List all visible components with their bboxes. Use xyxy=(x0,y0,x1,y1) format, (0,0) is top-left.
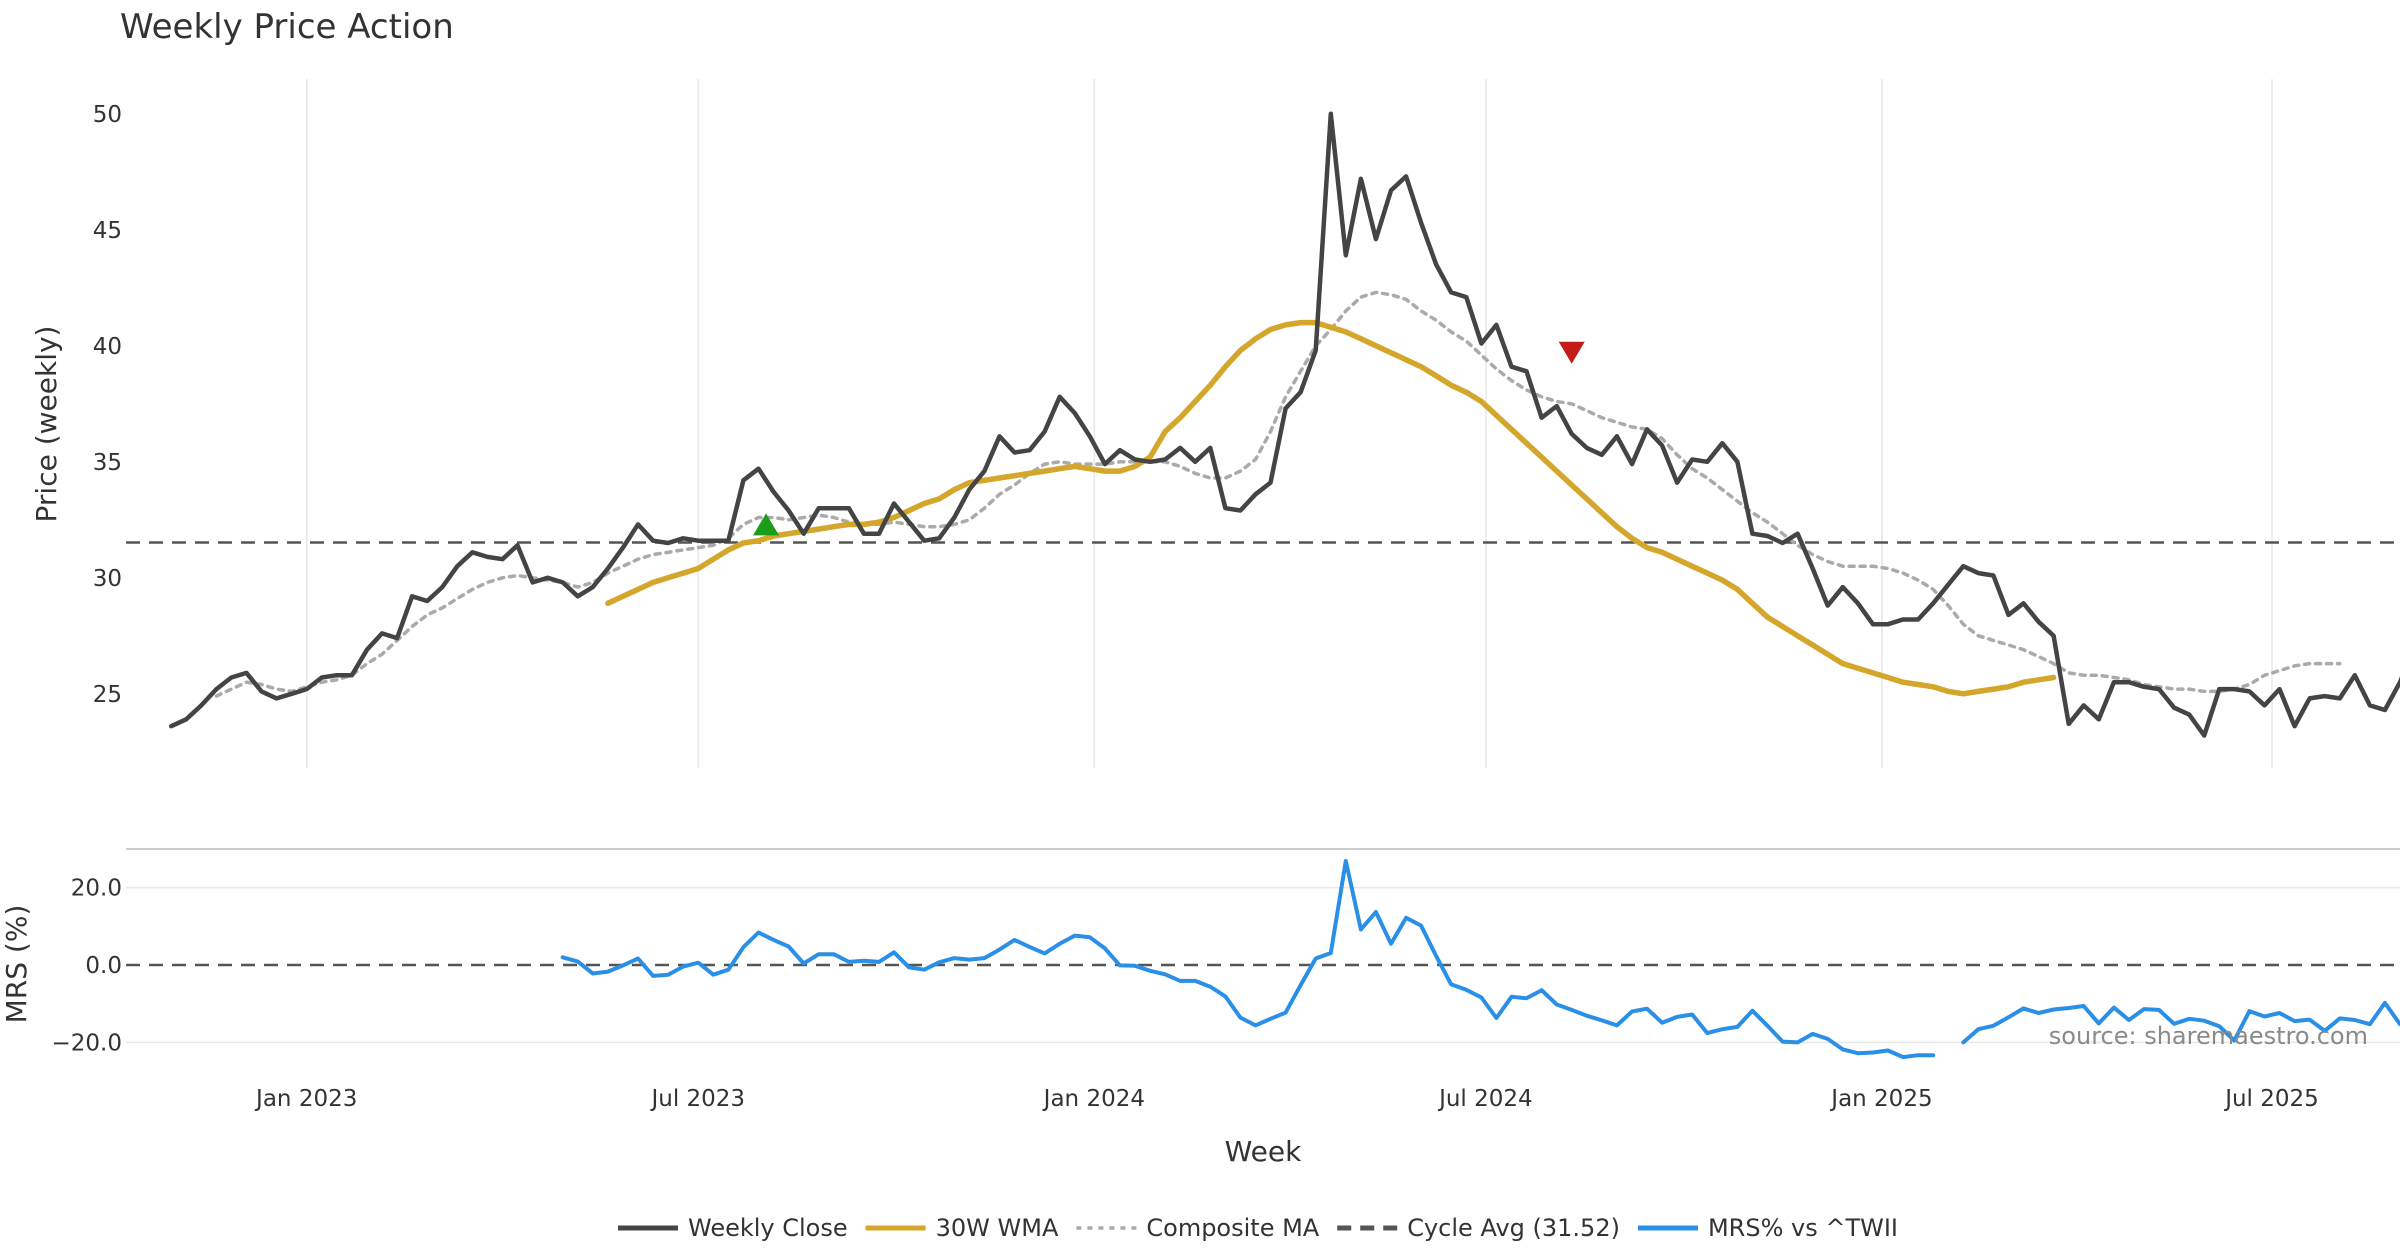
x-tick-label: Jan 2024 xyxy=(1042,1086,1145,1112)
mrs-y-tick-label: 0.0 xyxy=(85,953,122,979)
sell-signal-marker xyxy=(1558,341,1585,364)
price-grid xyxy=(305,79,2273,768)
x-tick-label: Jan 2025 xyxy=(1829,1086,1932,1112)
composite-ma-line xyxy=(214,290,2342,698)
price-y-tick-label: 45 xyxy=(93,218,122,244)
wma-30w-line xyxy=(605,319,2057,697)
mrs-line-segment xyxy=(1961,1000,2400,1045)
legend: Weekly Close 30W WMA Composite MA Cycle Avg… xyxy=(618,1214,1898,1242)
weekly-close-line xyxy=(168,111,2400,738)
mrs-series-lines xyxy=(560,859,2400,1060)
price-y-tick-label: 40 xyxy=(93,334,122,360)
mrs-y-tick-label: 20.0 xyxy=(71,876,122,902)
price-y-tick-label: 50 xyxy=(93,102,122,128)
x-tick-label: Jul 2025 xyxy=(2223,1086,2319,1112)
legend-label-mrs: MRS% vs ^TWII xyxy=(1708,1214,1898,1242)
price-y-tick-label: 25 xyxy=(93,682,122,708)
legend-label-wma: 30W WMA xyxy=(936,1214,1059,1242)
price-series-lines xyxy=(168,111,2400,738)
x-axis-title: Week xyxy=(1225,1135,1302,1168)
buy-signal-marker xyxy=(753,513,780,536)
x-tick-label: Jan 2023 xyxy=(254,1086,357,1112)
mrs-y-ticks: 20.0 0.0 −20.0 xyxy=(52,876,122,1057)
signal-markers xyxy=(753,341,1585,536)
legend-label-close: Weekly Close xyxy=(688,1214,848,1242)
mrs-y-axis-title: MRS (%) xyxy=(0,905,33,1024)
mrs-grid xyxy=(126,886,2400,1044)
price-y-axis-title: Price (weekly) xyxy=(30,326,63,523)
x-tick-label: Jul 2023 xyxy=(649,1086,745,1112)
source-watermark: source: sharemaestro.com xyxy=(2049,1022,2368,1050)
mrs-line-segment xyxy=(560,859,1936,1060)
legend-label-composite: Composite MA xyxy=(1146,1214,1319,1242)
mrs-y-tick-label: −20.0 xyxy=(52,1030,122,1056)
price-y-tick-label: 30 xyxy=(93,566,122,592)
x-axis-ticks: Jan 2023 Jul 2023 Jan 2024 Jul 2024 Jan 2025… xyxy=(254,1086,2319,1112)
price-y-tick-label: 35 xyxy=(93,450,122,476)
legend-label-cycle: Cycle Avg (31.52) xyxy=(1407,1214,1620,1242)
x-tick-label: Jul 2024 xyxy=(1437,1086,1533,1112)
price-y-ticks: 25 30 35 40 45 50 xyxy=(93,102,122,708)
chart-title: Weekly Price Action xyxy=(120,7,454,47)
